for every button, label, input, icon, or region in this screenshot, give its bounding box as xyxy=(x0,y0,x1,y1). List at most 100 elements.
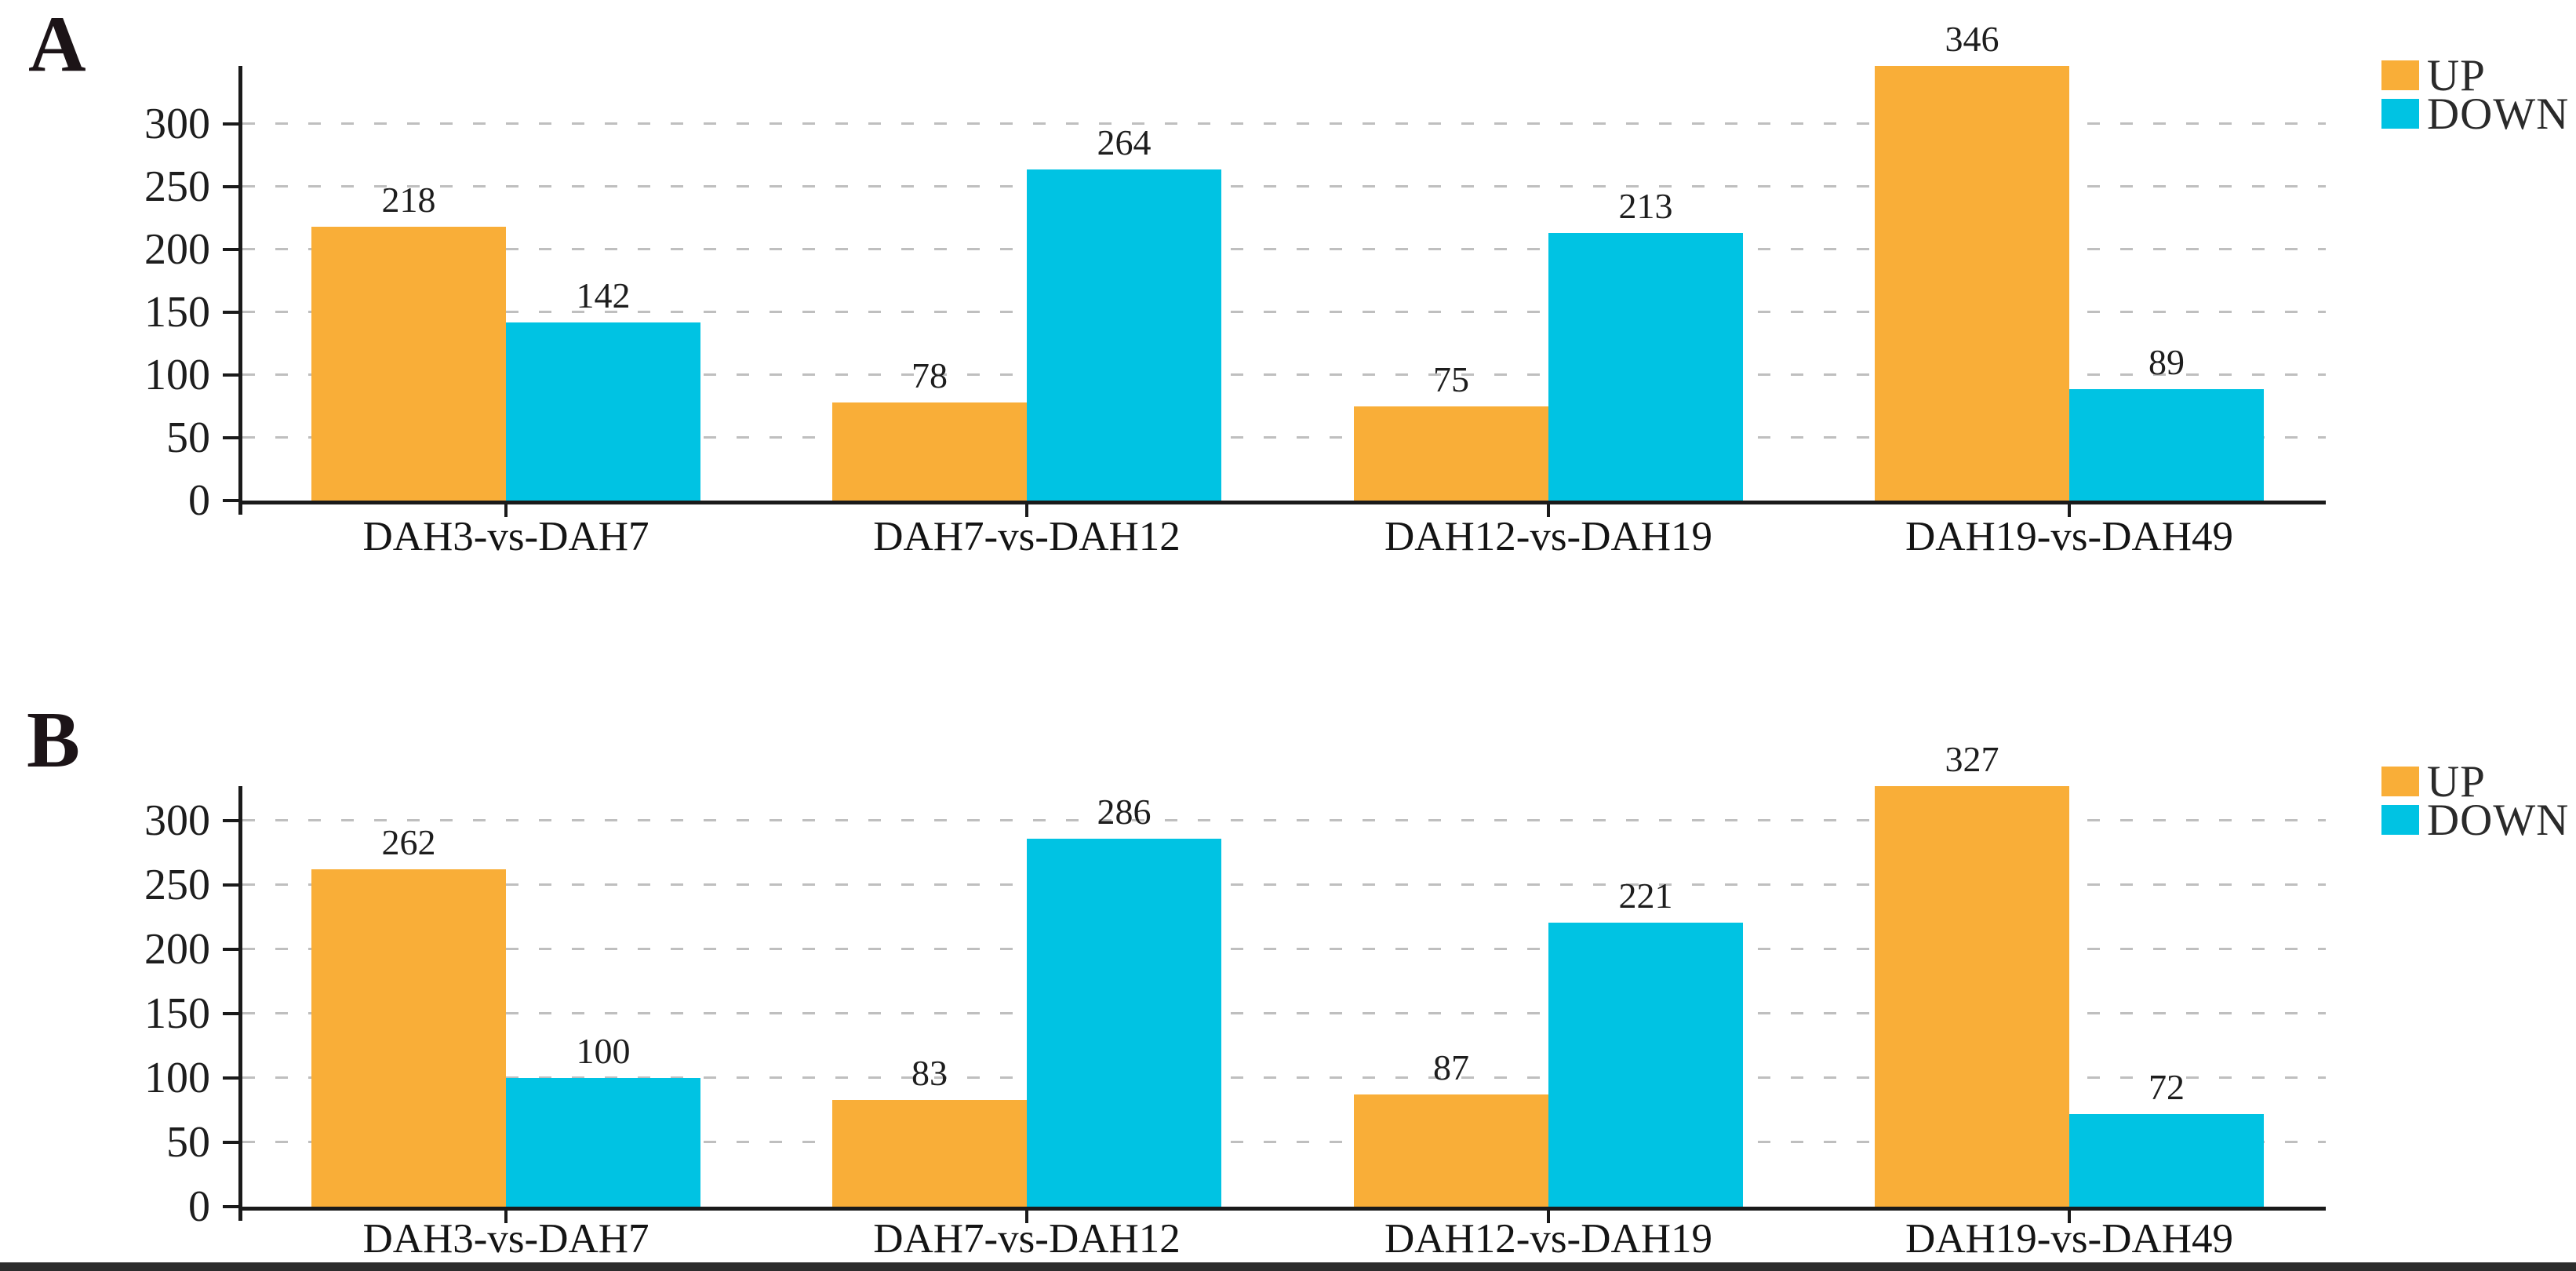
y-tick-label: 200 xyxy=(144,225,210,274)
gridline xyxy=(242,185,2326,188)
down-bar xyxy=(1548,233,1743,501)
gridline xyxy=(242,436,2326,439)
gridline xyxy=(242,883,2326,886)
up-bar xyxy=(832,1099,1027,1207)
legend-item: DOWN xyxy=(2381,798,2569,843)
panel-b-label: B xyxy=(27,696,81,785)
x-axis-tick xyxy=(2068,504,2071,517)
bar-value-label: 286 xyxy=(1097,791,1152,832)
x-category-label: DAH12-vs-DAH19 xyxy=(1384,1216,1713,1262)
y-axis-tick xyxy=(223,1076,238,1080)
down-bar xyxy=(506,1078,700,1207)
y-axis-tick xyxy=(223,1205,238,1208)
y-axis-tick xyxy=(223,373,238,377)
bar-value-label: 221 xyxy=(1618,875,1673,916)
bar-value-label: 327 xyxy=(1945,738,1999,779)
y-tick-label: 150 xyxy=(144,989,210,1038)
bar-value-label: 83 xyxy=(911,1052,948,1093)
y-tick-label: 300 xyxy=(144,796,210,845)
legend-swatch-up xyxy=(2381,767,2419,796)
legend-label: DOWN xyxy=(2427,89,2570,139)
y-axis-tick xyxy=(223,819,238,822)
bar-value-label: 262 xyxy=(381,822,436,863)
bottom-border-strip xyxy=(0,1262,2576,1271)
bar-value-label: 218 xyxy=(381,180,436,220)
gridline xyxy=(242,1012,2326,1014)
y-tick-label: 50 xyxy=(166,413,210,462)
bar-value-label: 213 xyxy=(1618,186,1673,227)
up-bar xyxy=(832,402,1027,501)
down-bar xyxy=(2069,1113,2264,1207)
gridline xyxy=(242,248,2326,250)
y-axis-tick xyxy=(223,185,238,188)
y-axis-tick xyxy=(223,436,238,439)
x-axis-tick xyxy=(504,504,508,517)
x-axis-tick xyxy=(1025,504,1028,517)
x-axis xyxy=(238,1207,2326,1211)
y-axis-tick xyxy=(223,499,238,502)
y-axis-tick xyxy=(223,248,238,251)
gridline xyxy=(242,948,2326,950)
up-bar xyxy=(311,227,506,501)
legend-item: UP xyxy=(2381,759,2486,804)
x-category-label: DAH3-vs-DAH7 xyxy=(362,1216,649,1262)
bar-value-label: 142 xyxy=(576,275,631,315)
x-axis-tick xyxy=(1547,1211,1550,1223)
bar-value-label: 78 xyxy=(911,355,948,396)
gridline xyxy=(242,1141,2326,1143)
gridline xyxy=(242,819,2326,821)
y-tick-label: 0 xyxy=(188,476,210,525)
bar-value-label: 100 xyxy=(576,1031,631,1071)
x-axis-tick xyxy=(2068,1211,2071,1223)
y-tick-label: 250 xyxy=(144,162,210,211)
x-axis-tick xyxy=(1025,1211,1028,1223)
y-tick-label: 300 xyxy=(144,100,210,148)
legend-label: UP xyxy=(2427,50,2486,100)
y-tick-label: 200 xyxy=(144,925,210,974)
y-tick-label: 100 xyxy=(144,351,210,399)
up-bar xyxy=(311,869,506,1207)
gridline xyxy=(242,1076,2326,1079)
bar-value-label: 264 xyxy=(1097,122,1152,162)
bar-value-label: 72 xyxy=(2148,1066,2185,1107)
down-bar xyxy=(1548,922,1743,1207)
y-axis xyxy=(238,785,242,1221)
legend-label: UP xyxy=(2427,756,2486,807)
x-category-label: DAH12-vs-DAH19 xyxy=(1384,514,1713,559)
x-category-label: DAH3-vs-DAH7 xyxy=(362,514,649,559)
x-category-label: DAH19-vs-DAH49 xyxy=(1905,514,2234,559)
gridline xyxy=(242,311,2326,313)
legend-label: DOWN xyxy=(2427,795,2570,845)
y-axis-tick xyxy=(223,311,238,314)
bar-value-label: 87 xyxy=(1433,1047,1469,1088)
panel-a-label: A xyxy=(28,0,86,89)
down-bar xyxy=(1027,169,1221,501)
legend-swatch-down xyxy=(2381,99,2419,129)
up-bar xyxy=(1875,785,2069,1207)
up-bar xyxy=(1354,406,1548,501)
y-axis-tick xyxy=(223,1012,238,1015)
y-tick-label: 0 xyxy=(188,1182,210,1231)
gridline xyxy=(242,122,2326,125)
y-axis-tick xyxy=(223,883,238,887)
y-axis xyxy=(238,66,242,515)
y-axis-tick xyxy=(223,948,238,951)
legend-item: DOWN xyxy=(2381,92,2569,137)
x-category-label: DAH19-vs-DAH49 xyxy=(1905,1216,2234,1262)
down-bar xyxy=(2069,388,2264,501)
down-bar xyxy=(506,322,700,501)
y-tick-label: 150 xyxy=(144,288,210,337)
bar-value-label: 89 xyxy=(2148,341,2185,382)
bar-value-label: 346 xyxy=(1945,19,1999,60)
y-axis-tick xyxy=(223,1141,238,1144)
y-tick-label: 50 xyxy=(166,1118,210,1167)
bar-value-label: 75 xyxy=(1433,359,1469,399)
gridline xyxy=(242,373,2326,376)
down-bar xyxy=(1027,838,1221,1207)
legend-swatch-down xyxy=(2381,805,2419,835)
legend-swatch-up xyxy=(2381,60,2419,90)
y-tick-label: 250 xyxy=(144,861,210,909)
y-tick-label: 100 xyxy=(144,1054,210,1102)
